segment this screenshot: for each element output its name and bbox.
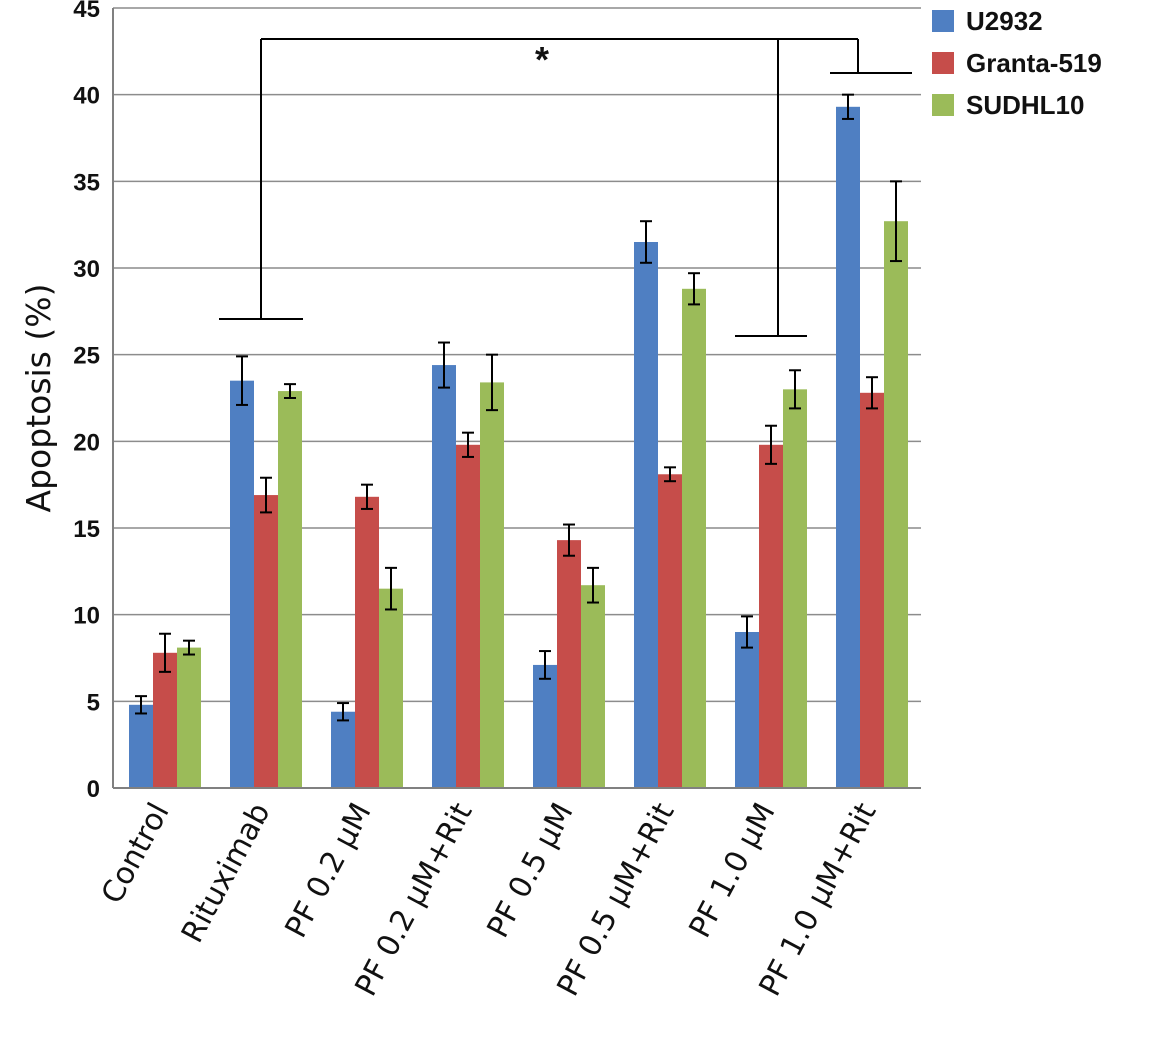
significance-star: *	[535, 39, 549, 80]
error-bar-granta-519-pf-0-5-um	[563, 523, 575, 557]
bar-u2932-pf-0-5-um	[533, 664, 557, 788]
y-tick-label-30: 30	[73, 256, 100, 283]
bar-sudhl10-pf-1-0-um	[783, 389, 807, 788]
bar-u2932-control	[129, 704, 153, 788]
error-bar-u2932-pf-0-5-um	[539, 650, 551, 680]
bar-sudhl10-pf-0-2-um-rit	[480, 382, 504, 788]
bar-sudhl10-pf-0-2-um	[379, 588, 403, 788]
error-bar-granta-519-pf-1-0-um	[765, 424, 777, 465]
bar-u2932-pf-1-0-um-rit	[836, 106, 860, 789]
bar-sudhl10-control	[177, 647, 201, 788]
y-tick-label-35: 35	[73, 169, 100, 196]
error-bar-u2932-pf-1-0-um-rit	[842, 93, 854, 120]
y-tick-labels: 0 5 10 15 20 25 30 35 40 45	[73, 0, 100, 803]
axes	[112, 8, 921, 789]
bar-u2932-rituximab	[230, 380, 254, 788]
bar-granta-519-rituximab	[254, 495, 278, 788]
y-axis-title: Apoptosis (%)	[19, 284, 58, 513]
bar-granta-519-pf-0-2-um-rit	[456, 444, 480, 788]
legend-label-u2932: U2932	[966, 6, 1043, 36]
legend-label-sudhl10: SUDHL10	[966, 90, 1084, 120]
significance-bracket: *	[219, 38, 912, 337]
error-bar-granta-519-pf-0-2-um-rit	[462, 431, 474, 458]
error-bar-sudhl10-pf-1-0-um-rit	[890, 180, 902, 263]
x-tick-label-control: Control	[95, 797, 177, 909]
legend-swatch-granta-519	[932, 52, 954, 74]
bar-granta-519-pf-1-0-um-rit	[860, 392, 884, 788]
bar-sudhl10-pf-0-5-um-rit	[682, 288, 706, 788]
legend-label-granta-519: Granta-519	[966, 48, 1102, 78]
x-tick-label-rituximab: Rituximab	[175, 797, 278, 948]
error-bar-granta-519-rituximab	[260, 476, 272, 514]
error-bar-sudhl10-pf-1-0-um	[789, 369, 801, 410]
error-bar-granta-519-pf-0-2-um	[361, 483, 373, 510]
error-bar-sudhl10-control	[183, 639, 195, 656]
error-bar-sudhl10-pf-0-2-um	[385, 566, 397, 611]
legend: U2932 Granta-519 SUDHL10	[932, 6, 1102, 120]
y-tick-label-40: 40	[73, 83, 100, 110]
x-tick-label-pf-0-2-um: PF 0.2 µM	[279, 797, 379, 943]
error-bar-sudhl10-pf-0-5-um	[587, 566, 599, 604]
y-tick-label-25: 25	[73, 343, 100, 370]
y-tick-label-5: 5	[87, 689, 100, 716]
bar-u2932-pf-0-2-um	[331, 711, 355, 788]
error-bar-u2932-pf-0-2-um-rit	[438, 341, 450, 389]
error-bar-sudhl10-rituximab	[284, 383, 296, 399]
bar-granta-519-pf-1-0-um	[759, 444, 783, 788]
error-bar-u2932-pf-0-5-um-rit	[640, 220, 652, 264]
x-tick-label-pf-0-5-um: PF 0.5 µM	[481, 797, 581, 943]
y-tick-label-0: 0	[87, 776, 100, 803]
error-bar-u2932-control	[135, 695, 147, 715]
bar-granta-519-control	[153, 652, 177, 788]
error-bar-u2932-pf-0-2-um	[337, 702, 349, 722]
error-bar-granta-519-control	[159, 632, 171, 673]
bar-granta-519-pf-0-2-um	[355, 496, 379, 788]
bars	[129, 106, 908, 789]
bar-granta-519-pf-0-5-um-rit	[658, 474, 682, 788]
x-tick-label-pf-1-0-um: PF 1.0 µM	[683, 797, 783, 943]
error-bar-granta-519-pf-0-5-um-rit	[664, 466, 676, 483]
bar-u2932-pf-0-2-um-rit	[432, 365, 456, 788]
error-bars	[135, 93, 902, 722]
error-bar-granta-519-pf-1-0-um-rit	[866, 376, 878, 410]
bar-sudhl10-rituximab	[278, 391, 302, 788]
error-bar-sudhl10-pf-0-5-um-rit	[688, 272, 700, 306]
bar-sudhl10-pf-0-5-um	[581, 585, 605, 788]
legend-swatch-sudhl10	[932, 94, 954, 116]
error-bar-u2932-pf-1-0-um	[741, 615, 753, 649]
y-tick-label-10: 10	[73, 603, 100, 630]
error-bar-u2932-rituximab	[236, 355, 248, 406]
bar-u2932-pf-1-0-um	[735, 632, 759, 788]
y-tick-label-20: 20	[73, 429, 100, 456]
bar-u2932-pf-0-5-um-rit	[634, 242, 658, 788]
bar-sudhl10-pf-1-0-um-rit	[884, 221, 908, 788]
legend-swatch-u2932	[932, 10, 954, 32]
y-tick-label-15: 15	[73, 516, 100, 543]
bar-granta-519-pf-0-5-um	[557, 540, 581, 788]
y-tick-label-45: 45	[73, 0, 100, 23]
error-bar-sudhl10-pf-0-2-um-rit	[486, 353, 498, 412]
